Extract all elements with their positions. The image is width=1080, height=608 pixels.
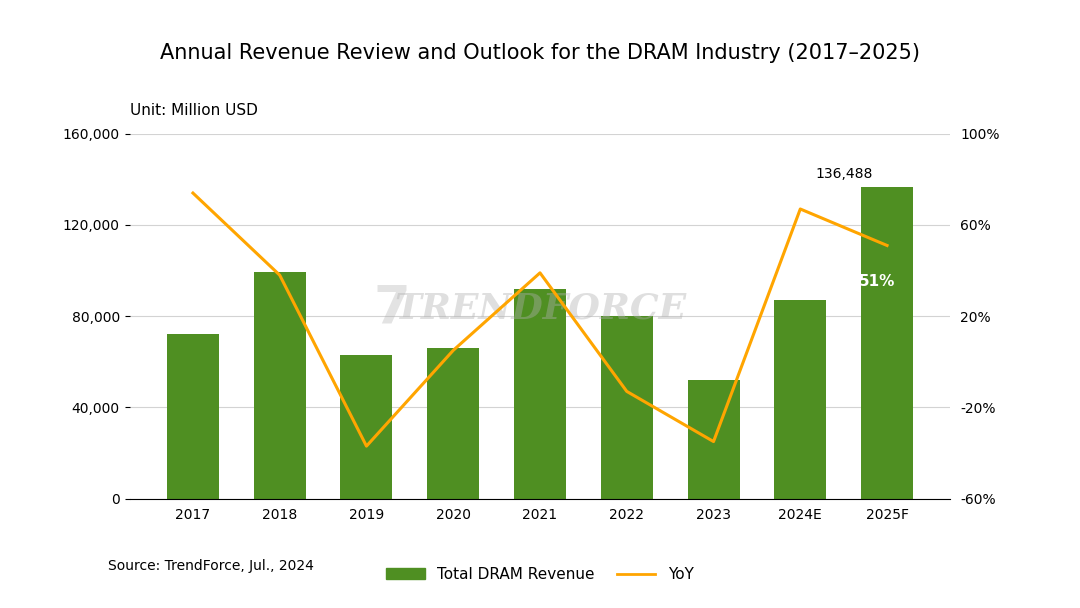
Text: Unit: Million USD: Unit: Million USD [130, 103, 257, 119]
Bar [600, 316, 652, 499]
Text: Annual Revenue Review and Outlook for the DRAM Industry (2017–2025): Annual Revenue Review and Outlook for th… [160, 43, 920, 63]
Bar [861, 187, 913, 499]
Text: 136,488: 136,488 [815, 167, 873, 181]
Bar [428, 348, 480, 499]
Text: TRENDFORCE: TRENDFORCE [394, 292, 686, 326]
Bar [340, 355, 392, 499]
Text: 51%: 51% [859, 274, 895, 289]
Legend: Total DRAM Revenue, YoY: Total DRAM Revenue, YoY [380, 561, 700, 588]
Text: 7: 7 [374, 283, 410, 335]
Bar [688, 380, 740, 499]
Bar [254, 272, 306, 499]
Bar [514, 289, 566, 499]
Bar [167, 334, 219, 499]
Text: Source: TrendForce, Jul., 2024: Source: TrendForce, Jul., 2024 [108, 559, 314, 573]
Bar [774, 300, 826, 499]
